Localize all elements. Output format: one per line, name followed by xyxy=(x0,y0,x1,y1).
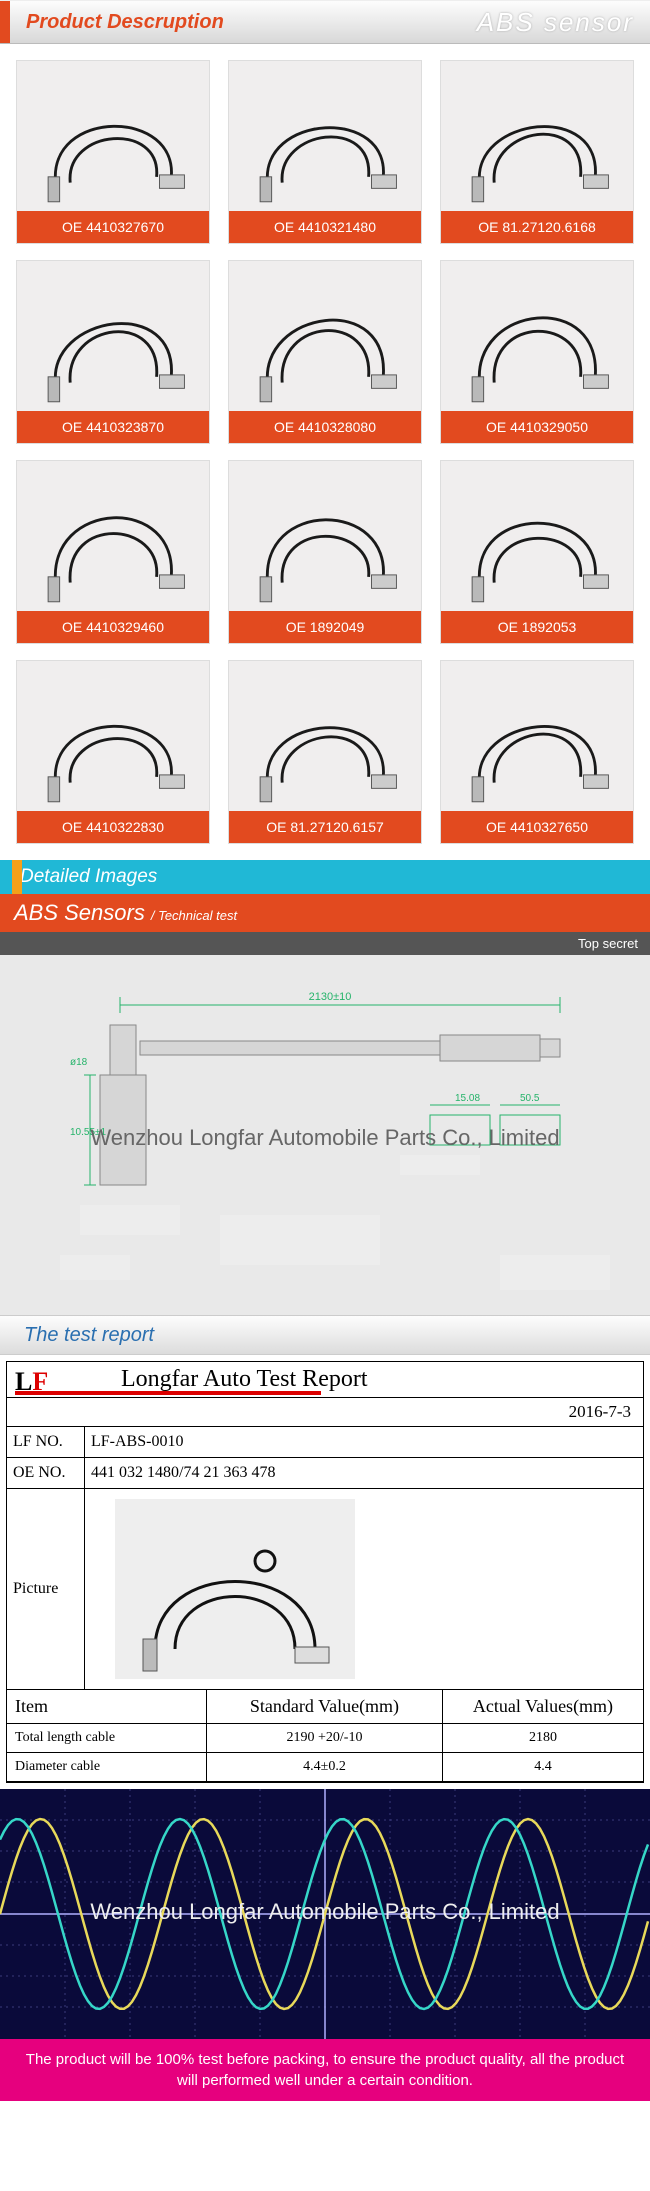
header-title: Product Descruption xyxy=(26,11,224,34)
header-accent xyxy=(0,1,10,43)
report-date: 2016-7-3 xyxy=(7,1398,643,1427)
picture-row: Picture xyxy=(7,1489,643,1690)
product-label: OE 4410321480 xyxy=(229,211,421,243)
product-label: OE 4410329460 xyxy=(17,611,209,643)
dim-d: ø18 xyxy=(70,1057,88,1068)
product-image xyxy=(229,261,421,411)
product-card[interactable]: OE 1892049 xyxy=(228,460,422,644)
product-label: OE 4410327650 xyxy=(441,811,633,843)
dim-c: 10.55±1 xyxy=(70,1127,107,1138)
product-label: OE 1892049 xyxy=(229,611,421,643)
product-card[interactable]: OE 4410328080 xyxy=(228,260,422,444)
product-label: OE 4410322830 xyxy=(17,811,209,843)
oe-no-label: OE NO. xyxy=(7,1458,85,1488)
technical-drawing: 2130±10 15.08 50.5 10.55±1 ø18 xyxy=(0,955,650,1315)
product-label: OE 4410327670 xyxy=(17,211,209,243)
lf-no-row: LF NO. LF-ABS-0010 xyxy=(7,1427,643,1458)
dim-b: 50.5 xyxy=(520,1093,540,1104)
col-actual: Actual Values(mm) xyxy=(443,1690,643,1723)
technical-test-bar: ABS Sensors / Technical test xyxy=(0,894,650,932)
product-card[interactable]: OE 4410329460 xyxy=(16,460,210,644)
lf-no-value: LF-ABS-0010 xyxy=(85,1427,643,1457)
cell-actual: 4.4 xyxy=(443,1753,643,1781)
detailed-title: Detailed Images xyxy=(20,866,157,888)
product-card[interactable]: OE 81.27120.6168 xyxy=(440,60,634,244)
footer-note: The product will be 100% test before pac… xyxy=(0,2039,650,2101)
header-subtitle: ABS sensor xyxy=(477,7,634,38)
product-card[interactable]: OE 4410327650 xyxy=(440,660,634,844)
technical-drawing-panel: Top secret 2130±10 15.08 50.5 xyxy=(0,932,650,1315)
col-item: Item xyxy=(7,1690,207,1723)
product-image xyxy=(229,661,421,811)
report-table-row: Diameter cable 4.4±0.2 4.4 xyxy=(7,1753,643,1782)
test-report-header: The test report xyxy=(0,1315,650,1355)
oe-no-row: OE NO. 441 032 1480/74 21 363 478 xyxy=(7,1458,643,1489)
oscilloscope: Wenzhou Longfar Automobile Parts Co., Li… xyxy=(0,1789,650,2039)
product-description-header: Product Descruption ABS sensor xyxy=(0,0,650,44)
cell-actual: 2180 xyxy=(443,1724,643,1752)
product-image xyxy=(441,261,633,411)
detailed-accent xyxy=(12,860,22,894)
product-label: OE 4410329050 xyxy=(441,411,633,443)
cell-standard: 4.4±0.2 xyxy=(207,1753,443,1781)
picture-label: Picture xyxy=(7,1489,85,1689)
product-grid: OE 4410327670 OE 4410321480 OE 81.27120.… xyxy=(0,44,650,860)
product-card[interactable]: OE 1892053 xyxy=(440,460,634,644)
test-report: LF Longfar Auto Test Report 2016-7-3 LF … xyxy=(6,1361,644,1783)
product-card[interactable]: OE 4410322830 xyxy=(16,660,210,844)
longfar-logo: LF xyxy=(15,1367,61,1393)
product-card[interactable]: OE 4410321480 xyxy=(228,60,422,244)
report-table-head: Item Standard Value(mm) Actual Values(mm… xyxy=(7,1690,643,1724)
product-card[interactable]: OE 81.27120.6157 xyxy=(228,660,422,844)
product-label: OE 81.27120.6168 xyxy=(441,211,633,243)
tech-subtitle: / Technical test xyxy=(151,908,237,923)
picture-cell xyxy=(85,1489,643,1689)
detailed-images-header: Detailed Images xyxy=(0,860,650,894)
scope-watermark: Wenzhou Longfar Automobile Parts Co., Li… xyxy=(0,1899,650,1925)
col-standard: Standard Value(mm) xyxy=(207,1690,443,1723)
cell-standard: 2190 +20/-10 xyxy=(207,1724,443,1752)
product-label: OE 4410323870 xyxy=(17,411,209,443)
product-card[interactable]: OE 4410323870 xyxy=(16,260,210,444)
lf-no-label: LF NO. xyxy=(7,1427,85,1457)
product-image xyxy=(17,461,209,611)
product-label: OE 81.27120.6157 xyxy=(229,811,421,843)
cell-item: Total length cable xyxy=(7,1724,207,1752)
product-label: OE 1892053 xyxy=(441,611,633,643)
product-image xyxy=(17,661,209,811)
product-image xyxy=(229,461,421,611)
product-image xyxy=(441,61,633,211)
product-image xyxy=(441,661,633,811)
dim-main: 2130±10 xyxy=(309,991,352,1003)
product-image xyxy=(17,61,209,211)
product-card[interactable]: OE 4410329050 xyxy=(440,260,634,444)
product-label: OE 4410328080 xyxy=(229,411,421,443)
product-card[interactable]: OE 4410327670 xyxy=(16,60,210,244)
oe-no-value: 441 032 1480/74 21 363 478 xyxy=(85,1458,643,1488)
report-table-row: Total length cable 2190 +20/-10 2180 xyxy=(7,1724,643,1753)
tech-title: ABS Sensors xyxy=(14,900,145,926)
cell-item: Diameter cable xyxy=(7,1753,207,1781)
top-secret-label: Top secret xyxy=(0,932,650,955)
report-title: Longfar Auto Test Report xyxy=(121,1366,368,1393)
product-image xyxy=(441,461,633,611)
product-image xyxy=(229,61,421,211)
product-image xyxy=(17,261,209,411)
dim-a: 15.08 xyxy=(455,1093,480,1104)
